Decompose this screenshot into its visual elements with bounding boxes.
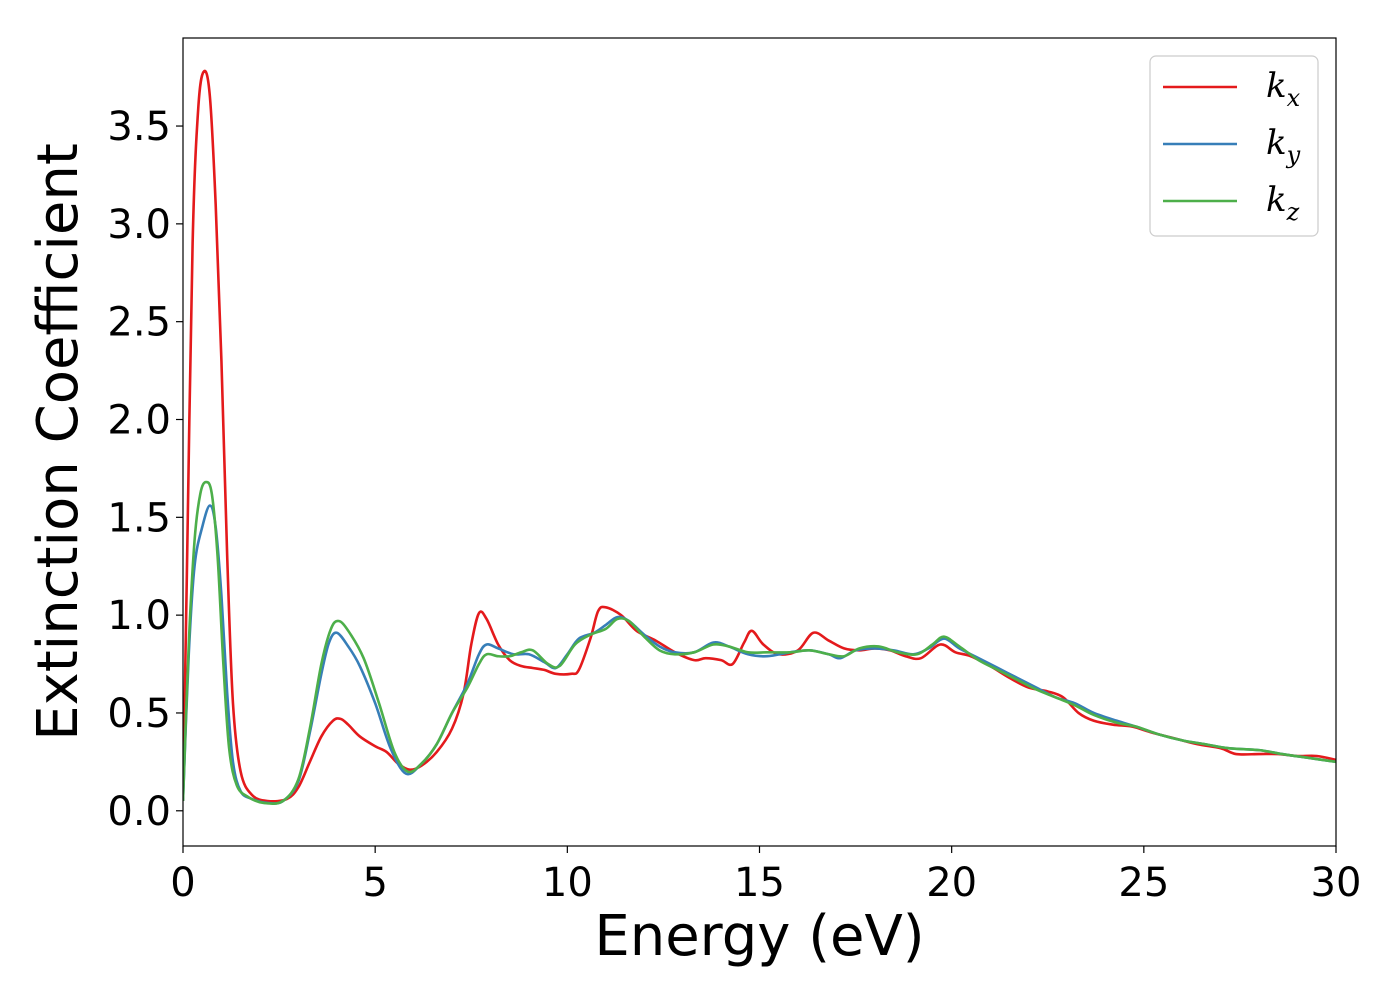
x-tick-label: 25 [1118, 860, 1169, 906]
y-tick-label: 2.5 [107, 300, 171, 346]
y-tick-label: 2.0 [107, 398, 171, 444]
legend-label-kx: kx [1266, 66, 1301, 112]
y-axis-title: Extinction Coefficient [26, 143, 91, 741]
y-tick-label: 0.5 [107, 691, 171, 737]
series-line-kx [183, 69, 1336, 803]
series-line-kz [183, 480, 1336, 805]
series-line-ky [183, 504, 1336, 805]
legend-label-base: k [1266, 180, 1287, 220]
legend-label-subscript: z [1286, 198, 1300, 226]
series-layer [183, 69, 1336, 805]
legend-label-base: k [1266, 123, 1287, 163]
x-axis-title: Energy (eV) [594, 904, 924, 969]
x-tick-label: 0 [170, 860, 195, 906]
legend-label-base: k [1266, 66, 1287, 106]
x-tick-label: 15 [734, 860, 785, 906]
y-tick-label: 3.5 [107, 104, 171, 150]
y-tick-label: 0.0 [107, 789, 171, 835]
legend-label-ky: ky [1266, 123, 1301, 169]
legend-box [1149, 55, 1319, 237]
x-tick-label: 30 [1311, 860, 1362, 906]
y-tick-label: 3.0 [107, 202, 171, 248]
legend-label-subscript: y [1286, 141, 1301, 169]
x-tick-label: 5 [362, 860, 387, 906]
y-axis-ticks: 0.0 0.5 1.0 1.5 2.0 2.5 3.0 3.5 [107, 104, 183, 835]
y-tick-label: 1.0 [107, 593, 171, 639]
legend-label-kz: kz [1266, 180, 1300, 226]
x-tick-label: 20 [926, 860, 977, 906]
y-tick-label: 1.5 [107, 495, 171, 541]
legend-label-subscript: x [1287, 84, 1301, 112]
x-tick-label: 10 [542, 860, 593, 906]
x-axis-ticks: 0 5 10 15 20 25 30 [170, 846, 1361, 906]
